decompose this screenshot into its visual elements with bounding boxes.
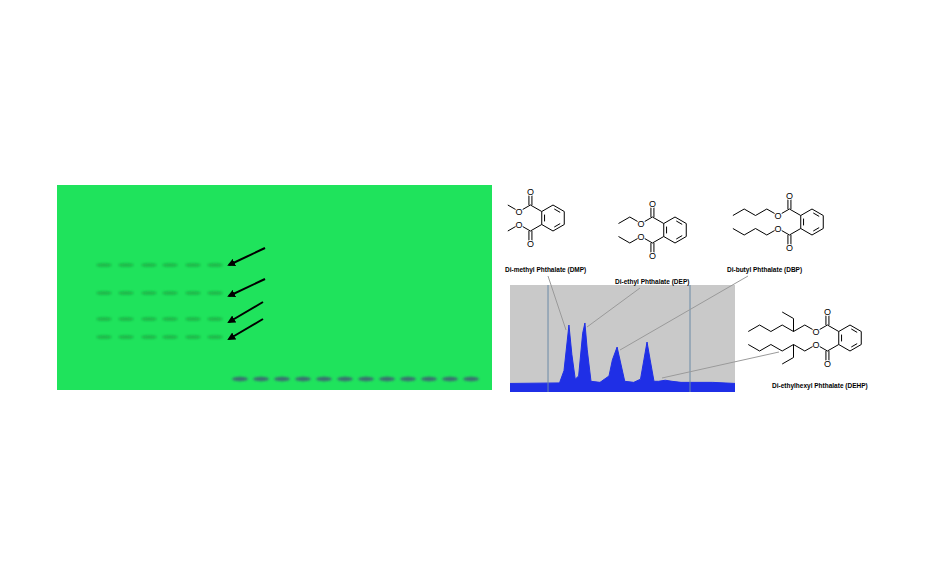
svg-text:O: O	[813, 327, 820, 337]
svg-text:O: O	[527, 187, 534, 197]
svg-text:O: O	[786, 191, 793, 201]
svg-text:O: O	[813, 340, 820, 350]
svg-text:O: O	[786, 243, 793, 253]
svg-text:O: O	[516, 220, 523, 230]
svg-text:O: O	[775, 211, 782, 221]
svg-text:O: O	[638, 219, 645, 229]
svg-text:O: O	[824, 307, 831, 317]
svg-text:O: O	[516, 207, 523, 217]
svg-text:O: O	[527, 239, 534, 249]
svg-text:Di-methyl Phthalate (DMP): Di-methyl Phthalate (DMP)	[505, 266, 586, 274]
svg-text:O: O	[638, 232, 645, 242]
svg-text:O: O	[775, 224, 782, 234]
svg-text:Di-ethylhexyl Phthalate (DEHP): Di-ethylhexyl Phthalate (DEHP)	[772, 382, 868, 390]
svg-text:Di-ethyl Phthalate (DEP): Di-ethyl Phthalate (DEP)	[615, 278, 689, 286]
svg-text:Di-butyl Phthalate (DBP): Di-butyl Phthalate (DBP)	[727, 266, 802, 274]
svg-text:O: O	[824, 359, 831, 369]
svg-text:O: O	[649, 199, 656, 209]
svg-text:O: O	[649, 251, 656, 261]
